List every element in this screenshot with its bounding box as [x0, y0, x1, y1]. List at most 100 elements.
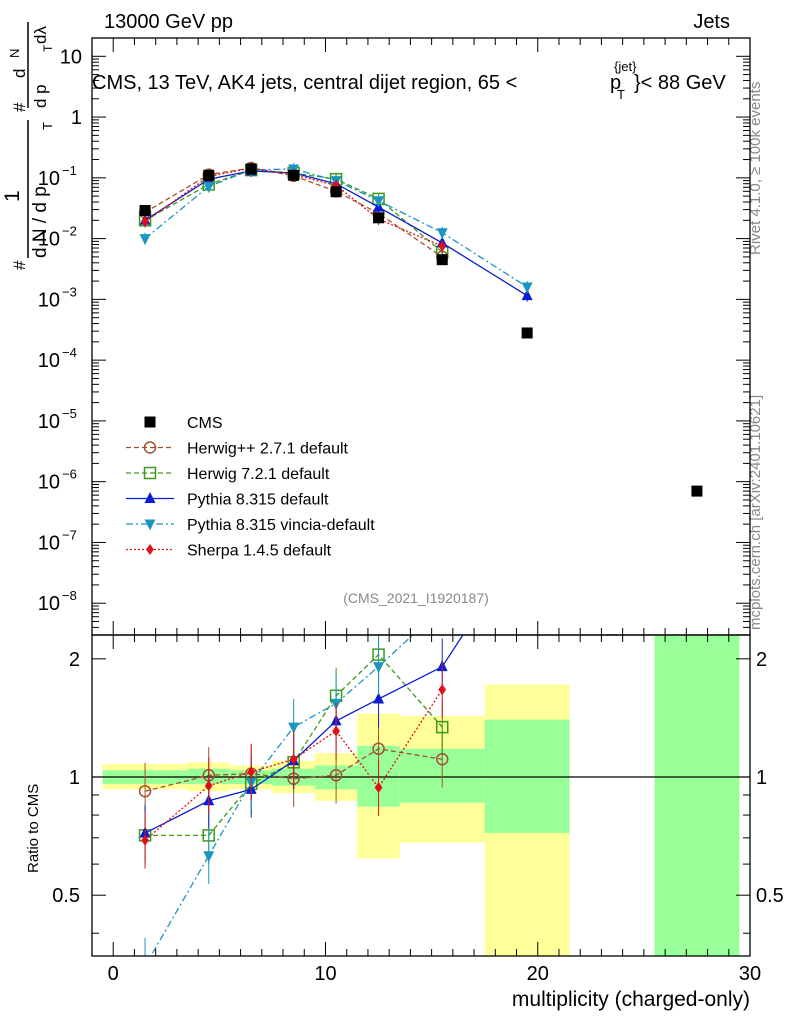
series-point-ratio-3-1 — [203, 851, 215, 863]
ylabel-part-1: # — [10, 260, 29, 270]
y-tick-label-main-1: 1 — [71, 107, 82, 129]
band-inner-8 — [654, 635, 740, 956]
data-point-9 — [691, 485, 703, 497]
legend-label-1: Herwig 7.2.1 default — [187, 466, 330, 483]
data-point-6 — [436, 254, 448, 266]
data-point-1 — [203, 169, 215, 181]
chart-title: CMS, 13 TeV, AK4 jets, central dijet reg… — [92, 59, 726, 102]
ylabel-part-5: # — [10, 102, 29, 112]
ylabel-part-7: N — [7, 49, 22, 58]
series-point-ratio-3-3 — [288, 722, 300, 734]
legend-marker-data — [144, 416, 156, 428]
y-tick-label-ratio-left-0: 2 — [69, 649, 80, 671]
series-point-main-3-7 — [521, 282, 533, 294]
legend-marker-4 — [146, 544, 154, 555]
x-tick-label-0: 0 — [108, 963, 119, 985]
side-text-bottom: mcplots.cern.ch [arXiv:2401.10621] — [747, 395, 764, 630]
y-tick-exp-main-4: −3 — [62, 284, 77, 299]
series-point-ratio-4-2 — [247, 766, 256, 778]
legend-label-3: Pythia 8.315 vincia-default — [187, 517, 375, 534]
series-point-ratio-3-7 — [522, 476, 533, 487]
series-point-ratio-3-0 — [140, 962, 151, 973]
series-point-ratio-0-5 — [372, 742, 385, 756]
data-point-5 — [373, 212, 385, 224]
y-tick-label-ratio-left-2: 0.5 — [52, 885, 80, 907]
series-point-main-3-1 — [203, 182, 215, 194]
data-point-3 — [288, 169, 300, 181]
data-point-2 — [245, 163, 257, 175]
series-point-ratio-3-5 — [373, 662, 385, 674]
y-tick-exp-main-2: −1 — [62, 163, 77, 178]
y-tick-label-ratio-right-0: 2 — [756, 649, 767, 671]
data-point-8 — [606, 634, 618, 635]
series-point-main-4-6 — [438, 240, 447, 252]
series-line-main-2 — [144, 170, 528, 297]
series-point-ratio-4-0 — [141, 834, 149, 846]
ylabel-part-10: dλ — [31, 26, 50, 44]
series-point-ratio-0-4 — [329, 769, 343, 782]
y-tick-exp-main-5: −4 — [62, 345, 77, 360]
title-pt-sup: {jet} — [614, 59, 637, 74]
y-tick-label-main-8: 10 — [38, 532, 60, 554]
y-tick-label-ratio-left-1: 1 — [69, 767, 80, 789]
ylabel-part-2: 1 — [1, 190, 24, 202]
series-point-main-4-0 — [141, 216, 149, 228]
x-tick-label-3: 30 — [739, 963, 761, 985]
y-tick-label-main-6: 10 — [38, 411, 60, 433]
y-tick-exp-main-9: −8 — [62, 588, 77, 603]
series-line-main-1 — [144, 169, 443, 253]
series-point-main-3-5 — [373, 196, 385, 208]
series-line-ratio-2 — [144, 635, 464, 834]
ratio-panel-frame — [91, 634, 751, 957]
title-end: }< 88 GeV — [634, 72, 726, 94]
legend-label-0: Herwig++ 2.7.1 default — [187, 441, 349, 458]
legend-label-data: CMS — [187, 415, 223, 432]
y-tick-label-main-4: 10 — [38, 289, 60, 311]
y-tick-exp-main-3: −2 — [62, 224, 77, 239]
y-tick-exp-main-6: −5 — [62, 406, 77, 421]
series-point-ratio-0-0 — [138, 784, 152, 798]
series-point-main-3-0 — [139, 234, 151, 246]
data-point-4 — [330, 186, 342, 198]
band-inner-7 — [484, 719, 570, 834]
series-point-ratio-2-5 — [373, 692, 385, 704]
series-point-ratio-4-1 — [204, 780, 213, 792]
ylabel-part-9: T — [41, 44, 55, 52]
header-right: Jets — [693, 11, 730, 33]
series-point-ratio-2-7 — [522, 530, 533, 541]
legend-marker-2 — [144, 492, 156, 503]
series-point-main-2-7 — [521, 289, 533, 301]
legend-marker-3 — [144, 519, 156, 531]
x-tick-label-1: 10 — [314, 963, 336, 985]
legend-label-2: Pythia 8.315 default — [187, 492, 329, 509]
y-tick-label-main-9: 10 — [38, 593, 60, 615]
ylabel-part-3: d N / d p — [30, 186, 51, 258]
series-point-main-3-6 — [436, 228, 448, 240]
data-point-7 — [521, 327, 533, 339]
x-tick-label-2: 20 — [527, 963, 549, 985]
series-point-ratio-4-4 — [332, 725, 340, 737]
title-pt-sub: T — [617, 87, 625, 102]
series-point-ratio-4-6 — [438, 684, 447, 696]
title-text: CMS, 13 TeV, AK4 jets, central dijet reg… — [92, 72, 517, 94]
x-axis-label: multiplicity (charged-only) — [512, 988, 750, 1011]
legend-marker-1 — [143, 466, 157, 480]
series-point-main-4-4 — [332, 179, 340, 191]
y-tick-label-ratio-right-2: 0.5 — [756, 885, 784, 907]
ylabel-part-8: d p — [31, 84, 50, 108]
y-axis-label: # 1 d N / d p T # d N d p T dλ — [1, 22, 55, 270]
y-tick-exp-main-8: −7 — [62, 527, 77, 542]
analysis-watermark: (CMS_2021_I1920187) — [343, 590, 489, 606]
ratio-axis-label: Ratio to CMS — [25, 784, 42, 873]
title-pt: p — [610, 72, 621, 94]
series-point-ratio-1-6 — [435, 720, 449, 734]
y-tick-label-main-0: 10 — [60, 46, 82, 68]
series-line-main-3 — [144, 168, 528, 288]
series-line-ratio-3 — [150, 635, 414, 956]
series-point-ratio-4-5 — [374, 782, 383, 794]
legend-marker-0 — [143, 441, 157, 454]
series-point-ratio-4-3 — [289, 753, 298, 765]
legend-label-4: Sherpa 1.4.5 default — [187, 543, 332, 560]
y-tick-label-main-3: 10 — [38, 229, 60, 251]
